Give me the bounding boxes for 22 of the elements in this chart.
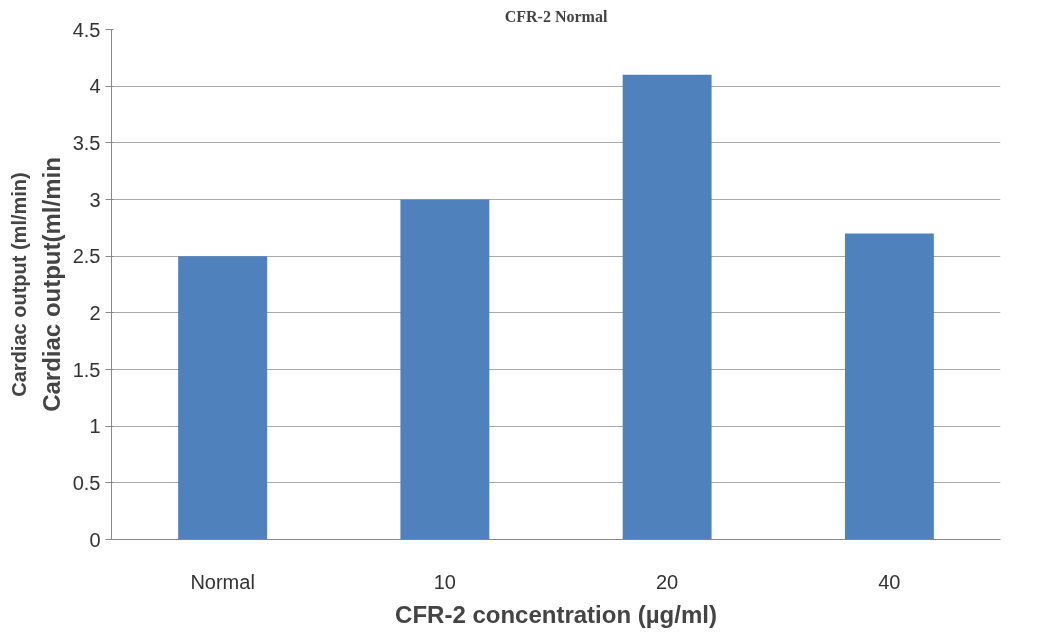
text: Cardiac output (ml/min) — [7, 172, 30, 397]
y-tick-label: 2 — [89, 301, 101, 324]
y-tick-label: 1 — [89, 415, 101, 438]
bar — [178, 256, 268, 540]
y-tick-label: 3 — [89, 188, 101, 211]
x-tick-label: 20 — [656, 570, 679, 593]
x-tick-label: Normal — [190, 570, 255, 593]
bar — [400, 199, 490, 540]
y-tick-label: 4.5 — [72, 18, 101, 41]
chart-title: CFR-2 Normal — [504, 7, 608, 25]
x-tick-label: 10 — [433, 570, 456, 593]
y-tick-label: 2.5 — [72, 245, 101, 268]
y-axis-title: Cardiac output(ml/min — [37, 157, 65, 412]
x-tick-label: 40 — [878, 570, 901, 593]
x-axis-title: CFR-2 concentration (µg/ml) — [395, 600, 717, 628]
y-tick-label: 0.5 — [72, 471, 101, 494]
bar — [622, 74, 712, 540]
y-tick-label: 4 — [89, 75, 101, 98]
bar — [844, 233, 934, 540]
y-tick-label: 3.5 — [72, 131, 101, 154]
y-tick-label: 1.5 — [72, 358, 101, 381]
y-tick-label: 0 — [89, 528, 101, 551]
